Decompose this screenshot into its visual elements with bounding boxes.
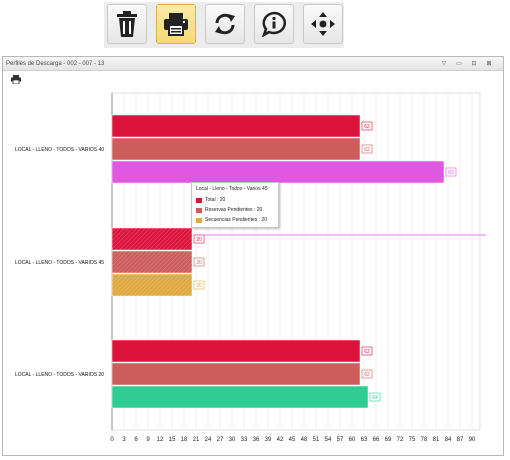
data-label-box	[369, 392, 381, 402]
x-tick-label: 3	[122, 437, 126, 443]
data-label: 62	[364, 124, 370, 130]
x-tick-label: 48	[301, 437, 308, 443]
tooltip-swatch	[196, 197, 202, 203]
tooltip-row-label: Reservas Pendientes : 20	[205, 207, 263, 213]
x-tick-label: 15	[169, 437, 176, 443]
x-tick-label: 78	[421, 437, 428, 443]
x-tick-label: 6	[134, 437, 138, 443]
x-tick-label: 66	[373, 437, 380, 443]
panel-close-button[interactable]: ⊠	[486, 61, 492, 67]
data-label: 62	[364, 349, 370, 355]
printer-icon	[164, 13, 188, 36]
data-label: 83	[448, 170, 454, 176]
panel-menu-button[interactable]: ▽	[441, 61, 447, 67]
x-tick-label: 30	[229, 437, 236, 443]
tooltip-swatch	[196, 217, 202, 223]
x-tick-label: 84	[445, 437, 452, 443]
data-label: 20	[196, 237, 202, 243]
info-bubble-icon	[262, 11, 286, 37]
panel-print-icon[interactable]	[11, 75, 21, 84]
data-label: 64	[372, 395, 378, 401]
category-label: LOCAL - LLENO - TODOS - VARIOS 20	[15, 372, 104, 378]
x-tick-label: 81	[433, 437, 440, 443]
data-label-box	[361, 346, 373, 356]
refresh-button[interactable]	[205, 4, 245, 44]
bar[interactable]	[111, 339, 361, 363]
x-tick-label: 0	[110, 437, 114, 443]
move-arrows-icon	[311, 12, 335, 36]
x-tick-label: 57	[337, 437, 344, 443]
x-tick-label: 42	[277, 437, 284, 443]
delete-button[interactable]	[107, 4, 147, 44]
print-button[interactable]	[156, 4, 196, 44]
data-label-box	[193, 257, 205, 267]
chart-tooltip: Local - Lleno - Todos - Varios 45 Total …	[191, 182, 279, 228]
x-tick-label: 21	[193, 437, 200, 443]
bar[interactable]	[111, 362, 361, 386]
info-button[interactable]	[254, 4, 294, 44]
x-tick-label: 12	[157, 437, 164, 443]
bar[interactable]	[111, 160, 445, 184]
tooltip-row: Reservas Pendientes : 20	[196, 205, 274, 215]
x-tick-label: 18	[181, 437, 188, 443]
tooltip-row-label: Total : 20	[205, 197, 226, 203]
x-tick-label: 45	[289, 437, 296, 443]
x-tick-label: 51	[313, 437, 320, 443]
data-label: 20	[196, 260, 202, 266]
bar[interactable]	[111, 114, 361, 138]
data-label: 62	[364, 147, 370, 153]
move-button[interactable]	[303, 4, 343, 44]
category-label: LOCAL - LLENO - TODOS - VARIOS 45	[15, 260, 104, 266]
x-tick-label: 33	[241, 437, 248, 443]
panel-maximize-button[interactable]: ⊡	[471, 61, 477, 67]
data-label-box	[361, 144, 373, 154]
x-tick-label: 87	[457, 437, 464, 443]
data-label: 62	[364, 372, 370, 378]
x-tick-label: 39	[265, 437, 272, 443]
refresh-icon	[215, 13, 235, 35]
x-tick-label: 60	[349, 437, 356, 443]
panel-title: Perfiles de Descarga - 002 - 007 - 13	[3, 57, 503, 71]
toolbar	[104, 2, 344, 48]
tooltip-row: Secuencias Pendientes : 20	[196, 215, 274, 225]
category-label: LOCAL - LLENO - TODOS - VARIOS 40	[15, 147, 104, 153]
data-label: 20	[196, 283, 202, 289]
data-label-box	[361, 369, 373, 379]
bar-hatch	[112, 228, 192, 250]
data-label-box	[193, 280, 205, 290]
bar-hatch	[112, 274, 192, 296]
x-tick-label: 69	[385, 437, 392, 443]
tooltip-swatch	[196, 207, 202, 213]
tooltip-row: Total : 20	[196, 195, 274, 205]
trash-icon	[117, 11, 137, 37]
x-tick-label: 36	[253, 437, 260, 443]
x-tick-label: 24	[205, 437, 212, 443]
tooltip-row-label: Secuencias Pendientes : 20	[205, 217, 267, 223]
x-tick-label: 54	[325, 437, 332, 443]
data-label-box	[445, 167, 457, 177]
x-tick-label: 90	[469, 437, 476, 443]
x-tick-label: 27	[217, 437, 224, 443]
x-tick-label: 9	[146, 437, 150, 443]
bar[interactable]	[111, 137, 361, 161]
x-tick-label: 63	[361, 437, 368, 443]
panel-minimize-button[interactable]: ▭	[456, 61, 462, 67]
tooltip-title: Local - Lleno - Todos - Varios 45	[196, 186, 268, 192]
bar-hatch	[112, 251, 192, 273]
bar[interactable]	[111, 385, 369, 409]
x-tick-label: 72	[397, 437, 404, 443]
x-tick-label: 75	[409, 437, 416, 443]
data-label-box	[361, 121, 373, 131]
